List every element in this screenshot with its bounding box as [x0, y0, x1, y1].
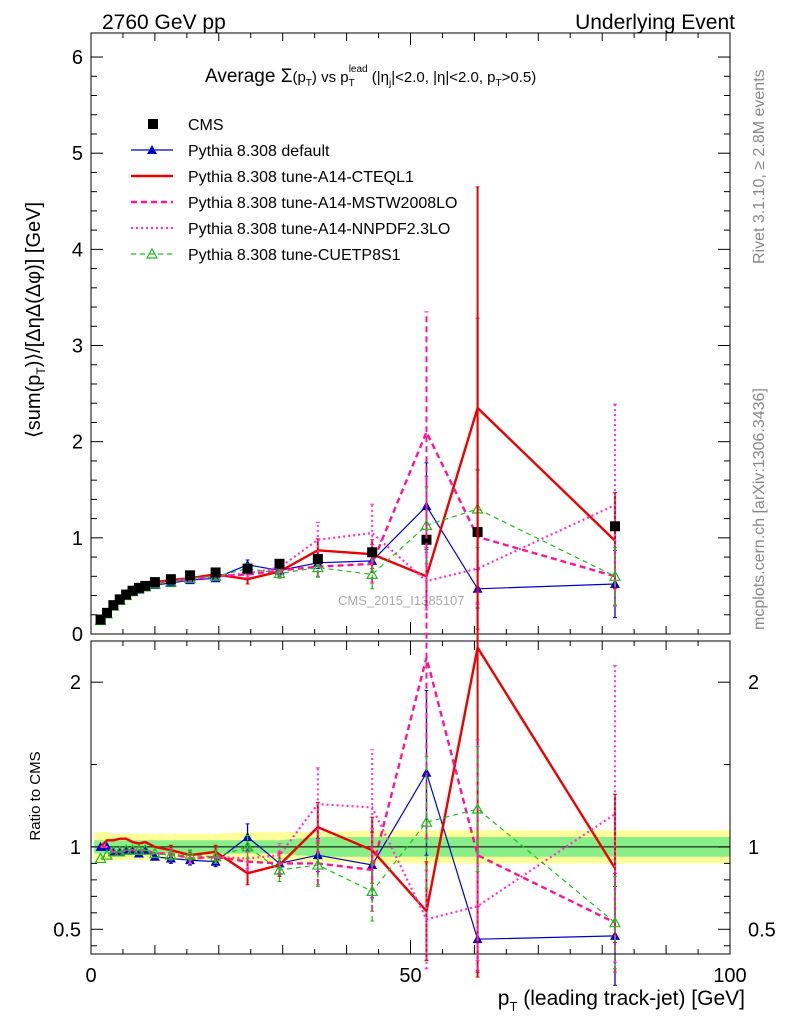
cuetp8s1-marker-legend: [145, 247, 159, 259]
cuetp8s1-marker-ratio-5: [126, 843, 139, 855]
main-frame: [90, 32, 731, 635]
main-ytick-label-1: 1: [72, 528, 83, 550]
main-plot: 0 1 2 3 4 5 6: [72, 32, 731, 646]
ratio-frame: [90, 640, 731, 955]
data-marker-main-4: [121, 589, 132, 600]
cuetp8s1-marker-main-14: [311, 561, 324, 573]
cuetp8s1-marker-main-16: [420, 519, 433, 530]
data-marker-main-12: [242, 563, 253, 574]
mcplots-label: mcplots.cern.ch [arXiv:1306.3436]: [751, 388, 768, 630]
main-line-mstw: [99, 429, 616, 621]
default-marker-ratio-16: [421, 767, 432, 777]
cuetp8s1-marker-ratio-9: [164, 848, 177, 860]
cuetp8s1-marker-ratio-7: [139, 843, 152, 855]
cuetp8s1-marker-ratio-4: [120, 843, 133, 855]
ratio-line-a14cteq: [99, 644, 617, 914]
cuetp8s1-marker-ratio-18: [608, 916, 621, 928]
header-analysis: Underlying Event: [575, 11, 735, 34]
main-ytick-label-2: 2: [72, 432, 83, 454]
cuetp8s1-marker-ratio-17: [471, 802, 484, 814]
header-energy: 2760 GeV pp: [102, 11, 226, 34]
cuetp8s1-marker-ratio-10: [184, 848, 197, 860]
data-marker-main-14: [312, 553, 323, 564]
legend-entry-mstw: Pythia 8.308 tune-A14-MSTW2008LO: [131, 195, 457, 212]
cuetp8s1-marker-ratio-2: [107, 845, 120, 857]
cuetp8s1-marker-ratio-13: [273, 863, 286, 875]
x-axis-label: pT (leading track-jet) [GeV]: [498, 987, 745, 1014]
cuetp8s1-marker-ratio-6: [132, 843, 145, 855]
data-marker-main-7: [140, 580, 151, 591]
ratio-ytick-label-left-2: 2: [70, 672, 81, 694]
main-ytick-label-3: 3: [72, 336, 83, 358]
ratio-ytick-label-right-1: 1: [748, 837, 759, 859]
main-line-a14cteq: [99, 405, 616, 621]
ratio-ytick-label-left-1: 1: [70, 837, 81, 859]
cuetp8s1-marker-main-15: [366, 568, 379, 579]
data-marker-main-8: [149, 577, 160, 588]
legend-entry-cuetp8s1: Pythia 8.308 tune-CUETP8S1: [131, 247, 401, 264]
cuetp8s1-marker-ratio-12: [241, 840, 254, 852]
ratio-plot: 0.5 0.5 1 1 2 2 0 50 100: [53, 317, 776, 987]
ratio-series-cuetp8s1: [94, 745, 621, 970]
legend-entry-default: Pythia 8.308 default: [131, 143, 330, 160]
legend-entry-nnpdf: Pythia 8.308 tune-A14-NNPDF2.3LO: [131, 221, 450, 238]
data-marker-main-5: [127, 585, 138, 596]
data-marker-main-9: [165, 574, 176, 585]
legend-label-data: CMS: [188, 117, 224, 134]
data-marker-main-1: [101, 607, 112, 618]
legend-label-default: Pythia 8.308 default: [188, 143, 330, 160]
data-marker-main-6: [133, 582, 144, 593]
chart-title: Average Σ(pT) vs pTlead (|ηj|<2.0, |η|<2…: [205, 64, 536, 89]
data-marker-main-0: [95, 614, 106, 625]
cuetp8s1-marker-ratio-11: [209, 850, 222, 862]
ratio-ytick-label-right-2: 2: [748, 672, 759, 694]
cuetp8s1-marker-ratio-15: [366, 885, 379, 896]
ratio-ylabel: Ratio to CMS: [27, 751, 44, 840]
data-marker-main-15: [367, 547, 378, 558]
default-marker-legend: [147, 145, 157, 154]
cuetp8s1-marker-ratio-14: [311, 858, 324, 870]
cuetp8s1-marker-main-13: [273, 567, 286, 579]
legend-entry-a14cteq: Pythia 8.308 tune-A14-CTEQL1: [131, 169, 414, 186]
main-ylabel: ⟨sum(pT)⟩/[ΔηΔ(Δφ)] [GeV]: [23, 202, 48, 438]
legend-label-a14cteq: Pythia 8.308 tune-A14-CTEQL1: [188, 169, 414, 186]
ratio-series-nnpdf: [100, 665, 617, 970]
data-marker-main-10: [185, 570, 196, 581]
ratio-series-a14cteq: [99, 317, 617, 978]
data-marker-main-3: [114, 594, 125, 605]
x-tick-label-100: 100: [713, 965, 746, 987]
data-marker-main-2: [108, 600, 119, 611]
data-marker-main-18: [609, 521, 620, 532]
main-ytick-label-0: 0: [72, 624, 83, 646]
default-marker-ratio-6: [133, 848, 144, 858]
ratio-line-mstw: [100, 657, 616, 924]
main-ytick-label-4: 4: [72, 239, 83, 261]
ratio-ytick-label-left-0.5: 0.5: [53, 919, 81, 941]
data-marker-main-16: [421, 534, 432, 545]
x-tick-label-0: 0: [85, 965, 96, 987]
legend-label-cuetp8s1: Pythia 8.308 tune-CUETP8S1: [188, 247, 401, 264]
x-tick-label-50: 50: [399, 965, 421, 987]
cuetp8s1-marker-main-18: [608, 570, 621, 581]
ratio-series-mstw: [100, 475, 617, 973]
main-series-nnpdf: [99, 403, 617, 621]
legend-marker-data: [148, 119, 158, 129]
legend: CMS Pythia 8.308 default Pythia 8.308 tune…: [131, 117, 457, 264]
cuetp8s1-marker-ratio-16: [420, 815, 433, 827]
rivet-label: Rivet 3.1.10, ≥ 2.8M events: [751, 69, 768, 264]
main-ytick-label-5: 5: [72, 143, 83, 165]
data-marker-main-11: [210, 567, 221, 578]
data-marker-main-13: [274, 558, 285, 569]
default-marker-ratio-8: [149, 851, 160, 861]
legend-entry-data: CMS: [148, 117, 224, 134]
cuetp8s1-marker-ratio-8: [148, 847, 161, 859]
legend-label-mstw: Pythia 8.308 tune-A14-MSTW2008LO: [188, 195, 457, 212]
main-ytick-label-6: 6: [72, 47, 83, 69]
analysis-watermark: CMS_2015_I1385107: [338, 593, 465, 608]
main-series-mstw: [99, 311, 617, 621]
legend-label-nnpdf: Pythia 8.308 tune-A14-NNPDF2.3LO: [188, 221, 450, 238]
ratio-ytick-label-right-0.5: 0.5: [748, 919, 776, 941]
